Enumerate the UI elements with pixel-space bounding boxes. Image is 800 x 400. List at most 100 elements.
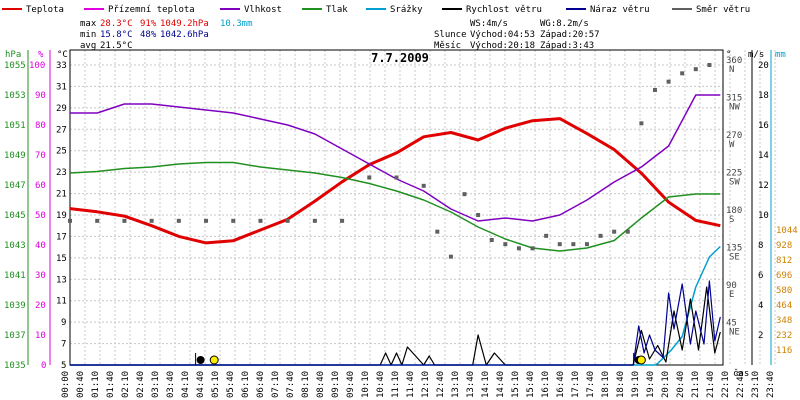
stat-max-label: max [80,19,97,29]
x-tick-label: 21:40 [706,371,716,398]
dir-compass-label: E [729,290,734,300]
hpa-unit-label: hPa [5,50,21,60]
x-tick-label: 04:10 [181,371,191,398]
stat-min-label: min [80,30,96,40]
x-tick-label: 05:10 [211,371,221,398]
mm-tick-label: 696 [776,271,792,281]
x-tick-label: 12:10 [421,371,431,398]
x-tick-label: 01:40 [106,371,116,398]
series-line-náraz-větru [70,280,721,366]
dir-tick-label: 180 [726,206,742,216]
wind-dir-point [204,218,209,223]
pct-tick-label: 70 [35,151,46,161]
x-tick-label: 07:10 [271,371,281,398]
degc-tick-label: 15 [56,254,67,264]
legend-label: Tlak [326,5,348,15]
degc-tick-label: 5 [61,361,66,371]
stat-avg-temp: 21.5°C [100,41,133,51]
hpa-tick-label: 1055 [4,61,26,71]
degc-tick-label: 19 [56,211,67,221]
dir-compass-label: W [729,140,735,150]
dir-compass-label: N [729,65,734,75]
x-tick-label: 15:40 [526,371,536,398]
hpa-tick-label: 1035 [4,361,26,371]
wind-dir-point [340,218,345,223]
x-tick-label: 16:10 [541,371,551,398]
x-tick-label: 09:40 [346,371,356,398]
x-tick-label: 19:10 [631,371,641,398]
wind-dir-point [598,233,603,238]
x-tick-label: 18:40 [616,371,626,398]
wind-dir-point [639,121,644,126]
hpa-tick-label: 1037 [4,331,26,341]
x-tick-label: 19:40 [646,371,656,398]
mm-tick-label: 812 [776,256,792,266]
x-tick-label: 20:40 [676,371,686,398]
sun-rise: Východ:04:53 [470,30,535,40]
x-tick-label: 11:10 [391,371,401,398]
ms-tick-label: 4 [758,301,763,311]
ms-tick-label: 14 [758,151,769,161]
wind-dir-point [448,254,453,259]
series-line-tlak [69,161,721,252]
wind-dir-point [680,71,685,76]
pct-tick-label: 50 [35,211,46,221]
wind-dir-point [367,175,372,180]
hpa-tick-label: 1053 [4,91,26,101]
wind-dir-point [693,67,698,72]
pct-unit-label: % [38,50,44,60]
sun-marker [209,355,219,365]
legend-label: Srážky [390,5,423,15]
degc-tick-label: 21 [56,190,67,200]
dir-compass-label: NW [729,103,740,113]
dir-unit-label: ° [726,50,731,60]
x-tick-label: 17:40 [586,371,596,398]
x-tick-label: 12:40 [436,371,446,398]
pct-tick-label: 100 [29,61,45,71]
x-tick-label: 13:40 [466,371,476,398]
wind-dir-point [176,218,181,223]
pct-tick-label: 20 [35,301,46,311]
x-tick-label: 11:40 [406,371,416,398]
wind-dir-point [584,242,589,247]
stat-ws: WS:4m/s [470,19,508,29]
x-tick-label: 18:10 [601,371,611,398]
x-tick-label: 16:40 [556,371,566,398]
wind-dir-point [312,218,317,223]
dir-compass-label: NE [729,328,740,338]
pct-tick-label: 40 [35,241,46,251]
mm-tick-label: 464 [776,301,792,311]
wind-dir-point [95,218,100,223]
pct-tick-label: 90 [35,91,46,101]
pct-tick-label: 30 [35,271,46,281]
hpa-tick-label: 1045 [4,211,26,221]
ms-tick-label: 8 [758,241,763,251]
x-tick-label: 06:10 [241,371,251,398]
wind-dir-point [421,183,426,188]
mm-tick-label: 232 [776,331,792,341]
ms-tick-label: 12 [758,181,769,191]
wind-dir-point [625,229,630,234]
x-tick-label: 08:10 [301,371,311,398]
x-tick-label: 21:10 [691,371,701,398]
mm-tick-label: 348 [776,316,792,326]
wind-dir-point [435,229,440,234]
wind-dir-point [652,88,657,92]
wind-dir-point [68,218,72,223]
pct-tick-label: 0 [41,361,46,371]
ms-tick-label: 10 [758,211,769,221]
degc-tick-label: 29 [56,104,67,114]
x-tick-label: 04:40 [196,371,206,398]
x-tick-label: 00:40 [76,371,86,398]
wind-dir-point [394,175,399,180]
x-tick-label: 03:10 [151,371,161,398]
wind-dir-point [666,79,671,84]
dir-tick-label: 225 [726,169,742,179]
wind-dir-point [571,242,576,247]
x-tick-label: 22:40 [736,371,746,398]
dir-tick-label: 360 [726,56,742,66]
wind-dir-point [489,238,494,242]
degc-tick-label: 27 [56,125,67,135]
